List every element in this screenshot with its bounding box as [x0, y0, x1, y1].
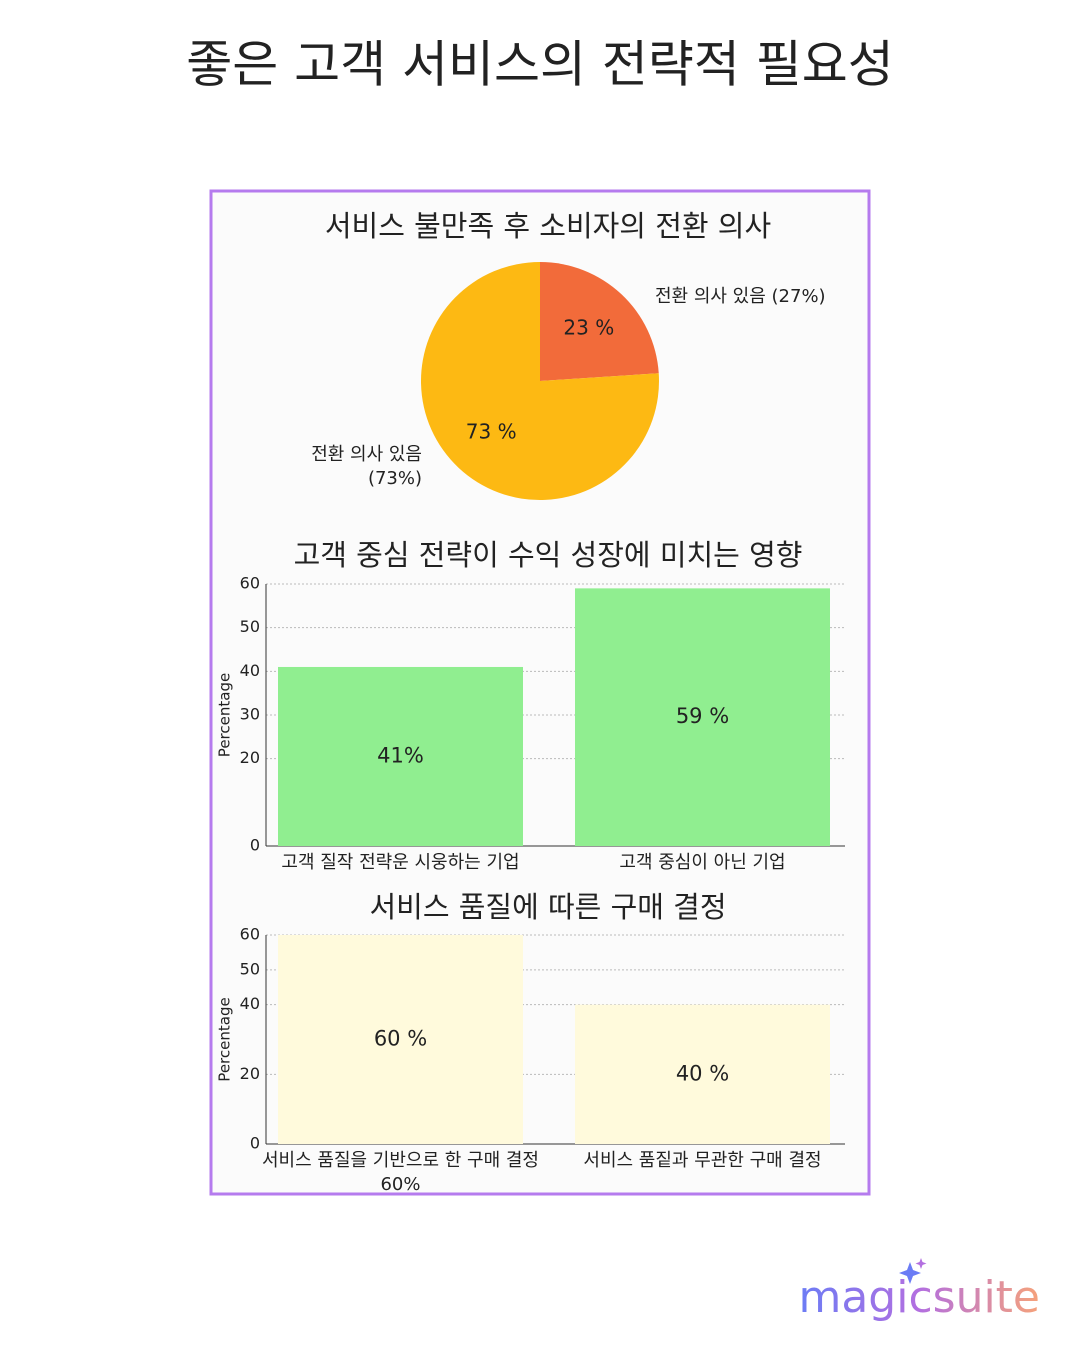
bar-value-label: 59 % [676, 704, 729, 728]
slice-category: 전환 의사 있음 (27%) [655, 286, 826, 307]
y-tick-label: 50 [240, 617, 260, 636]
sparkle [899, 1262, 921, 1284]
brand-logo: magicsuite [798, 1272, 1040, 1323]
bar [278, 666, 523, 846]
y-tick-label: 60 [240, 574, 260, 593]
x-tick-label: 서비스 품짙과 무관한 구매 결정 [583, 1150, 822, 1171]
slice-category: 전환 의사 있음 (73%) [311, 444, 422, 490]
bar [278, 935, 523, 1144]
x-tick-label: 서비스 품질을 기반으로 한 구매 결정 60% [261, 1150, 539, 1196]
chart-title: 서비스 품질에 따른 구매 결정 [369, 890, 726, 924]
slice-category: 전환 의사 있음 (73%) [311, 444, 422, 490]
x-tick-label: 서비스 품짙과 무관한 구매 결정 [583, 1150, 822, 1171]
bar [575, 588, 830, 846]
x-tick-label: 고객 중심이 아닌 기업 [619, 852, 786, 873]
y-tick-label: 40 [240, 994, 260, 1013]
bar-value-label: 40 % [676, 1061, 729, 1085]
x-tick-label: 고객 질작 전략운 시웅하는 기업 [281, 852, 520, 873]
y-tick-label: 60 [240, 925, 260, 944]
y-tick-label: 30 [240, 705, 260, 724]
y-tick-label: 20 [240, 748, 260, 767]
y-tick-label: 20 [240, 1064, 260, 1083]
slice-label: 23 % [563, 315, 614, 339]
pie-slice [540, 262, 659, 381]
chart-title: 고객 중심 전략이 수익 성장에 미치는 영향 [294, 538, 803, 572]
y-axis-label: Percentage [216, 997, 234, 1081]
y-tick-label: 40 [240, 661, 260, 680]
y-tick-label: 50 [240, 959, 260, 978]
x-tick-label: 고객 질작 전략운 시웅하는 기업 [281, 852, 520, 873]
bar [575, 1004, 830, 1144]
sparkle [915, 1258, 927, 1269]
y-tick-label: 0 [250, 1134, 260, 1153]
x-tick-label: 고객 중심이 아닌 기업 [619, 852, 786, 873]
chart-title: 서비스 불만족 후 소비자의 전환 의사 [325, 209, 771, 243]
slice-category: 전환 의사 있음 (27%) [655, 286, 826, 307]
pie-slice [421, 262, 659, 501]
charts: 서비스 불만족 후 소비자의 전환 의사 23 % 73 % 전환 의사 있음 (27… [216, 209, 845, 1196]
bar-value-label: 41% [377, 743, 424, 767]
slice-label: 73 % [466, 420, 517, 444]
x-tick-label: 서비스 품질을 기반으로 한 구매 결정 60% [261, 1150, 539, 1196]
y-tick-label: 0 [250, 836, 260, 855]
bar-value-label: 60 % [374, 1027, 427, 1051]
page-title: 좋은 고객 서비스의 전략적 필요성 [186, 36, 894, 94]
y-axis-label: Percentage [216, 673, 234, 757]
